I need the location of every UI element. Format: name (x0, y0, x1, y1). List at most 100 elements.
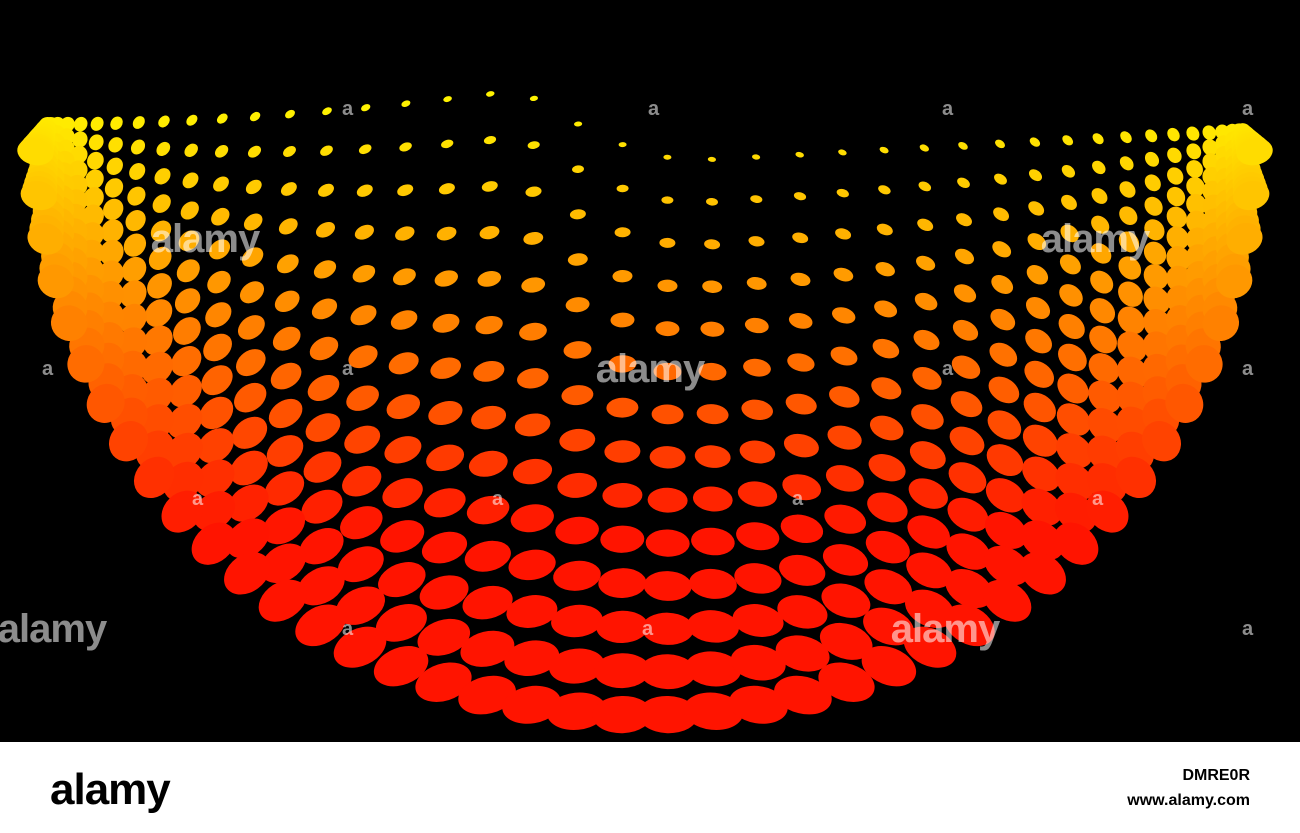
dot (912, 367, 942, 390)
dot (156, 141, 171, 156)
dot (1022, 456, 1061, 492)
image-id: DMRE0R (1182, 767, 1250, 784)
dot (375, 604, 427, 642)
dot (1087, 408, 1123, 443)
dot (572, 165, 584, 174)
dot (1186, 176, 1205, 197)
dot (1167, 127, 1180, 142)
dot (991, 275, 1014, 294)
dot (787, 353, 815, 372)
dot (732, 604, 784, 637)
watermark: a (42, 358, 54, 380)
dot (473, 361, 505, 382)
dot (1088, 380, 1121, 414)
dot (1023, 392, 1056, 423)
dot (1166, 186, 1186, 207)
dot (785, 393, 817, 415)
watermark: alamy (0, 607, 108, 651)
dot (358, 144, 372, 155)
dot (483, 136, 497, 145)
dot (790, 272, 811, 287)
dot (546, 692, 607, 731)
dot (793, 192, 807, 201)
watermark: alamy (1041, 217, 1151, 261)
dot (227, 484, 269, 522)
dot (1186, 210, 1209, 234)
dot (878, 185, 891, 195)
footer-bar (0, 742, 1300, 833)
dot (295, 604, 346, 647)
dot (548, 648, 605, 684)
dot (129, 163, 146, 180)
dot (421, 531, 468, 564)
dot (1115, 456, 1157, 499)
dot (551, 604, 603, 638)
dot (865, 530, 910, 564)
watermark: a (342, 358, 354, 380)
dot (197, 428, 234, 464)
watermark: a (492, 488, 504, 510)
dot (783, 433, 819, 458)
dot (1119, 181, 1136, 198)
dot (397, 184, 414, 197)
dot (752, 154, 761, 160)
dot (83, 187, 104, 209)
dot (653, 362, 682, 381)
dot (557, 472, 598, 498)
dot (348, 345, 378, 369)
dot (169, 374, 202, 408)
dot (417, 618, 471, 656)
dot (20, 180, 57, 211)
dot (993, 207, 1010, 222)
dot (1056, 433, 1093, 469)
dot (729, 685, 788, 724)
dot (1144, 219, 1165, 241)
dot (598, 568, 647, 599)
dot (984, 545, 1030, 586)
dot (186, 114, 198, 126)
dot (224, 552, 271, 595)
dot (280, 182, 297, 196)
dot (1117, 356, 1149, 389)
dot (462, 585, 513, 620)
dot (649, 446, 686, 469)
watermark: a (192, 488, 204, 510)
dot (821, 583, 871, 618)
dot (525, 186, 542, 197)
dot (908, 478, 948, 509)
dot (863, 607, 915, 646)
dot (867, 492, 908, 523)
watermark: a (942, 98, 954, 120)
dot (1029, 137, 1041, 147)
dot (946, 533, 991, 570)
dot (214, 144, 229, 158)
dot (1143, 286, 1170, 315)
dot (133, 456, 175, 499)
dot (229, 450, 268, 486)
dot (477, 270, 502, 287)
dot (606, 397, 639, 418)
dot (147, 273, 172, 299)
dot (1089, 298, 1116, 324)
dot (608, 355, 637, 373)
dot (1236, 138, 1273, 166)
dot (301, 489, 343, 524)
dot (97, 260, 124, 288)
dot (1057, 373, 1089, 404)
dot (1167, 167, 1184, 185)
dot (596, 610, 649, 644)
dot (1091, 188, 1108, 204)
dot (984, 511, 1028, 549)
dot (916, 255, 936, 271)
dot (1091, 215, 1110, 234)
dot (1233, 180, 1270, 211)
footer-url: www.alamy.com (1126, 792, 1250, 809)
dot (685, 651, 742, 687)
dot (506, 595, 558, 628)
dot (258, 579, 307, 622)
dot (1027, 233, 1047, 251)
dot (87, 151, 104, 170)
dot (868, 454, 906, 482)
dot (315, 222, 336, 238)
dot (60, 116, 75, 132)
